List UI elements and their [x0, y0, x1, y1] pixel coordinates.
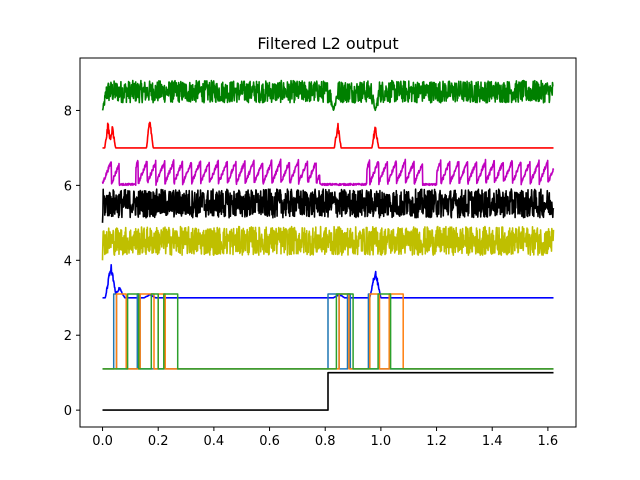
chart-title: Filtered L2 output [257, 34, 398, 53]
y-axis: 0 2 4 6 8 [64, 104, 80, 419]
y-tick-label: 4 [64, 254, 72, 269]
x-tick-label: 0.0 [92, 434, 113, 449]
x-tick-label: 1.6 [538, 434, 559, 449]
series-line-3 [101, 158, 555, 187]
y-tick-label: 6 [64, 179, 72, 194]
plot-series [101, 79, 555, 411]
x-tick-label: 0.4 [204, 434, 225, 449]
series-line-6 [102, 264, 554, 299]
x-tick-label: 1.0 [371, 434, 392, 449]
x-tick-label: 1.2 [426, 434, 447, 449]
series-line-7 [102, 293, 554, 370]
y-tick-label: 2 [64, 329, 72, 344]
series-line-10 [102, 371, 554, 411]
y-tick-label: 8 [64, 104, 72, 119]
series-line-1 [101, 79, 554, 112]
series-line-2 [102, 121, 554, 149]
x-tick-label: 0.8 [315, 434, 336, 449]
plot-frame [79, 57, 577, 428]
y-tick-label: 0 [64, 404, 72, 419]
series-line-4 [101, 188, 555, 223]
x-tick-label: 0.6 [259, 434, 280, 449]
x-tick-label: 0.2 [148, 434, 169, 449]
series-line-9 [102, 293, 554, 370]
x-tick-label: 1.4 [482, 434, 503, 449]
x-axis: 0.0 0.2 0.4 0.6 0.8 1.0 1.2 1.4 1.6 [92, 427, 558, 449]
series-line-5 [101, 225, 555, 261]
